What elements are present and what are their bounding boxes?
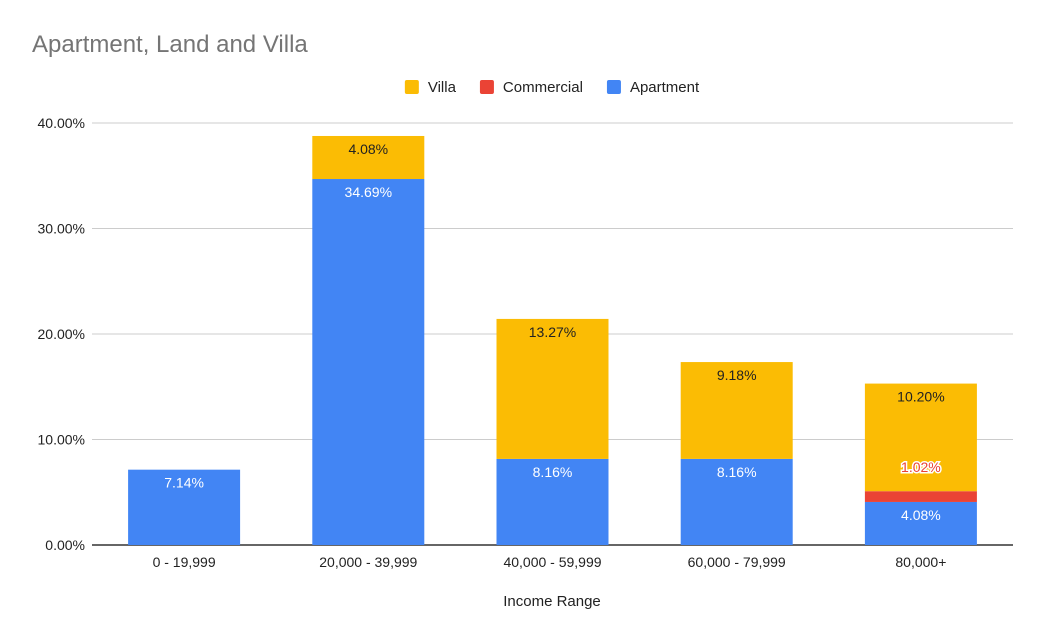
bar-segment-apartment: [496, 458, 609, 545]
legend-swatch-apartment: [606, 80, 621, 94]
data-label-commercial: 1.02%: [901, 459, 941, 475]
chart-title: Apartment, Land and Villa: [32, 31, 308, 58]
bar-segment-villa: [864, 383, 977, 492]
legend-label-villa: Villa: [428, 79, 457, 96]
data-label-villa: 9.18%: [717, 367, 757, 383]
x-tick-label: 80,000+: [895, 554, 946, 570]
data-label-apartment: 4.08%: [901, 507, 941, 523]
y-tick-label: 30.00%: [38, 221, 85, 237]
bar-segment-apartment: [128, 469, 241, 545]
y-tick-label: 0.00%: [45, 537, 85, 553]
data-label-villa: 13.27%: [529, 324, 576, 340]
legend-swatch-commercial: [479, 80, 494, 94]
data-label-villa: 10.20%: [897, 389, 944, 405]
y-tick-label: 40.00%: [38, 115, 85, 131]
x-tick-label: 40,000 - 59,999: [503, 554, 601, 570]
y-axis-ticks: 0.00% 10.00% 20.00% 30.00% 40.00%: [38, 115, 85, 553]
legend-label-commercial: Commercial: [503, 79, 583, 96]
legend: Villa Commercial Apartment: [404, 79, 700, 96]
bar-segment-villa: [680, 362, 793, 459]
bar-segment-apartment: [864, 501, 977, 545]
x-tick-label: 20,000 - 39,999: [319, 554, 417, 570]
bar-segment-villa: [312, 135, 425, 180]
data-labels: 7.14% 34.69% 8.16% 8.16% 4.08% 1.02% 4.08% 13.2…: [164, 141, 944, 523]
bars: [128, 135, 977, 545]
data-label-apartment: 8.16%: [533, 464, 573, 480]
bar-segment-apartment: [680, 458, 793, 545]
legend-swatch-villa: [404, 80, 419, 94]
y-tick-label: 10.00%: [38, 432, 85, 448]
data-label-apartment: 34.69%: [345, 184, 392, 200]
bar-segment-apartment: [312, 179, 425, 545]
bar-segment-commercial: [864, 491, 977, 502]
data-label-villa: 4.08%: [348, 141, 388, 157]
legend-label-apartment: Apartment: [630, 79, 700, 96]
bar-segment-villa: [496, 318, 609, 459]
data-label-apartment: 7.14%: [164, 475, 204, 491]
x-axis-ticks: 0 - 19,999 20,000 - 39,999 40,000 - 59,999…: [153, 554, 947, 570]
y-tick-label: 20.00%: [38, 326, 85, 342]
x-tick-label: 60,000 - 79,999: [688, 554, 786, 570]
x-axis-title: Income Range: [503, 593, 601, 610]
x-tick-label: 0 - 19,999: [153, 554, 216, 570]
data-label-apartment: 8.16%: [717, 464, 757, 480]
